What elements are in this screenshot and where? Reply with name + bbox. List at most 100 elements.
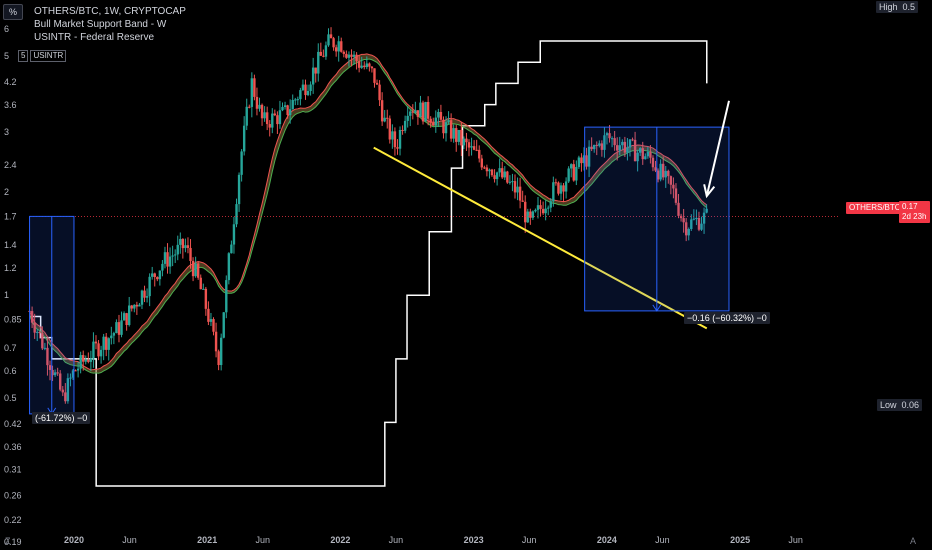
candle-body <box>248 106 251 108</box>
candle-body <box>518 186 522 201</box>
candle-body <box>439 111 443 120</box>
candle-body <box>258 104 261 109</box>
candle-body <box>337 41 340 52</box>
candle-body <box>294 99 297 101</box>
candle-body <box>133 304 136 309</box>
candle-body <box>212 319 215 332</box>
candle-body <box>199 277 202 290</box>
y-tick-label: 4.2 <box>4 77 17 87</box>
y-tick-label: 3.6 <box>4 100 17 110</box>
indicator-rate-title[interactable]: USINTR - Federal Reserve <box>34 32 155 43</box>
candle-body <box>498 168 501 173</box>
candle-body <box>419 102 422 117</box>
y-tick-label: 0.36 <box>4 442 22 452</box>
x-tick-label: Jun <box>389 535 404 545</box>
y-tick-label: 1.7 <box>4 211 17 221</box>
candle-body <box>608 133 611 139</box>
candle-body <box>534 209 537 212</box>
candle-body <box>99 349 103 357</box>
candle-body <box>352 54 356 57</box>
candle-body <box>301 84 305 91</box>
symbol-title[interactable]: OTHERS/BTC, 1W, CRYPTOCAP <box>34 6 186 17</box>
candle-body <box>582 155 586 164</box>
candle-body <box>273 113 277 116</box>
candle-body <box>143 290 146 298</box>
candle-body <box>475 149 478 151</box>
bull-market-support-band <box>29 53 707 374</box>
candle-body <box>181 238 185 249</box>
candle-body <box>117 322 121 335</box>
candle-body <box>393 131 397 148</box>
candle-body <box>526 211 529 223</box>
candle-body <box>125 313 128 326</box>
candle-body <box>232 224 236 245</box>
candle-body <box>403 120 407 131</box>
candle-body <box>176 244 179 255</box>
candle-body <box>48 365 52 370</box>
timezone-button[interactable]: Z <box>5 536 11 546</box>
candle-body <box>531 211 535 218</box>
candle-body <box>173 254 177 256</box>
candle-body <box>186 245 190 248</box>
percent-scale-button[interactable]: % <box>3 4 23 20</box>
candle-body <box>242 125 246 152</box>
price-badge-countdown: 2d 23h <box>902 212 927 221</box>
price-badge-value: 0.17 <box>902 202 918 211</box>
candle-body <box>194 263 197 277</box>
candle-body <box>225 280 228 313</box>
candle-body <box>470 146 473 148</box>
candle-body <box>105 336 108 350</box>
x-tick-label: 2025 <box>730 535 750 545</box>
x-tick-label: Jun <box>788 535 803 545</box>
candle-body <box>53 372 57 376</box>
candle-body <box>253 78 256 97</box>
auto-scale-button[interactable]: A <box>910 536 917 546</box>
candle-body <box>207 308 210 322</box>
candle-body <box>329 34 333 39</box>
candle-body <box>600 143 604 150</box>
candle-body <box>631 139 634 141</box>
y-tick-label: 0.19 <box>4 537 22 547</box>
candle-body <box>414 110 417 113</box>
candle-body <box>672 184 675 189</box>
candle-body <box>559 185 563 194</box>
candle-body <box>38 331 41 334</box>
candle-body <box>110 335 113 339</box>
candle-body <box>485 167 489 172</box>
candle-body <box>455 128 458 142</box>
candle-body <box>508 181 512 183</box>
candle-body <box>150 273 154 277</box>
candle-body <box>391 131 394 140</box>
indicator-band-title[interactable]: Bull Market Support Band - W <box>34 19 167 30</box>
y-tick-label: 0.5 <box>4 393 17 403</box>
candle-body <box>82 355 85 362</box>
candle-body <box>679 215 683 219</box>
candle-body <box>76 368 80 371</box>
candle-body <box>687 229 690 236</box>
candle-body <box>562 185 565 192</box>
support-band-ema <box>29 58 707 374</box>
candle-body <box>513 181 517 193</box>
candle-body <box>649 151 652 158</box>
candle-body <box>506 171 509 183</box>
y-tick-label: 1 <box>4 290 9 300</box>
candle-body <box>605 133 609 136</box>
candle-body <box>557 182 560 194</box>
candle-body <box>36 331 39 333</box>
candle-body <box>421 102 425 122</box>
candle-body <box>299 90 302 100</box>
candle-body <box>677 202 680 216</box>
candle-body <box>575 166 578 181</box>
candle-body <box>682 218 685 223</box>
drawing-layer <box>29 100 840 415</box>
candle-body <box>227 253 231 281</box>
candle-body <box>437 111 440 118</box>
candle-body <box>217 351 220 366</box>
y-tick-label: 0.31 <box>4 464 22 474</box>
candle-body <box>97 343 100 357</box>
candle-body <box>163 252 167 264</box>
candle-body <box>112 333 116 336</box>
candle-body <box>636 152 639 162</box>
candle-body <box>148 276 151 297</box>
